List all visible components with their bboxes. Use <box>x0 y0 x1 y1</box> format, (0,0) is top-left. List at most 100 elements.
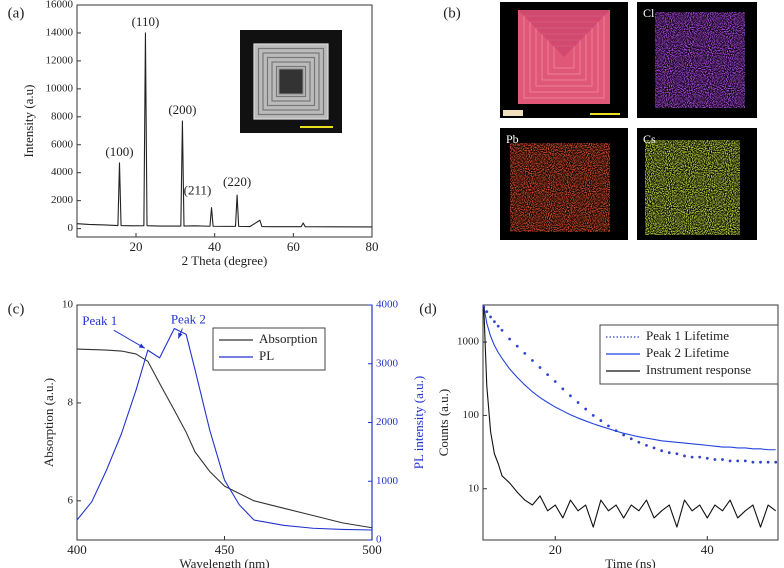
data-point <box>538 366 542 369</box>
y-tick-label: 8 <box>68 396 74 408</box>
data-point <box>485 310 489 314</box>
panel-label: (d) <box>419 301 437 317</box>
data-point <box>553 380 557 383</box>
data-point <box>531 359 534 362</box>
y-tick-label: 6 <box>68 494 74 506</box>
data-point <box>607 424 610 428</box>
data-point <box>667 451 671 455</box>
y-tick-label: 4000 <box>51 166 74 178</box>
x-tick-label: 20 <box>549 542 562 557</box>
y-tick-label: 2000 <box>51 194 74 206</box>
y2-tick-label: 3000 <box>376 357 399 369</box>
data-line <box>483 305 776 451</box>
data-point <box>660 449 664 453</box>
inset-pyramid-step <box>262 52 320 111</box>
data-point <box>774 460 778 464</box>
x-tick-label: 20 <box>130 239 143 254</box>
panel-label: (c) <box>8 301 25 317</box>
x-axis-label: Wavelength (nm) <box>179 556 269 568</box>
data-point <box>576 401 580 404</box>
data-point <box>637 440 641 444</box>
inset-center <box>278 68 304 95</box>
data-point <box>500 328 504 332</box>
annotation: Peak 1 <box>82 313 117 328</box>
data-point <box>496 324 500 328</box>
y2-tick-label: 2000 <box>376 416 399 428</box>
data-point <box>743 459 747 463</box>
data-point <box>508 337 512 341</box>
legend-box <box>212 327 326 371</box>
y-tick-label: 8000 <box>51 110 74 122</box>
x-tick-label: 40 <box>208 239 221 254</box>
inset-pyramid-step <box>266 56 316 107</box>
data-point <box>515 344 519 348</box>
data-point <box>736 459 740 463</box>
panel-label: (a) <box>8 5 25 21</box>
data-point <box>721 458 724 461</box>
data-point <box>690 455 694 459</box>
data-point <box>751 460 755 464</box>
data-point <box>546 373 550 376</box>
inset-pyramid-step <box>275 65 307 98</box>
data-line <box>76 32 373 228</box>
data-line <box>76 348 373 529</box>
data-point <box>493 320 496 324</box>
y2-tick-label: 4000 <box>376 299 399 311</box>
annotation: (100) <box>105 144 133 159</box>
inset-pyramid-step <box>271 61 311 102</box>
x-tick-label: 400 <box>67 542 87 557</box>
data-point <box>591 413 595 417</box>
legend-label: Absorption <box>259 331 318 346</box>
data-line <box>483 307 777 528</box>
annotation-arrow <box>113 329 146 349</box>
y-tick-label: 100 <box>463 409 480 421</box>
y-axis-label: Absorption (a.u.) <box>41 378 56 467</box>
panel-label: (b) <box>443 5 461 21</box>
data-point <box>698 455 702 459</box>
data-point <box>561 387 565 391</box>
y-axis-label: Counts (a.u.) <box>436 389 451 457</box>
map-label: Cl <box>643 6 655 20</box>
annotation: (110) <box>132 14 160 29</box>
legend-label: Peak 2 Lifetime <box>646 345 729 360</box>
data-point <box>645 443 648 447</box>
annotation: (211) <box>184 183 212 198</box>
y2-axis-label: PL intensity (a.u.) <box>411 376 426 469</box>
arrow-head <box>178 332 183 339</box>
map-label: Cs <box>643 132 656 146</box>
data-point <box>622 433 626 437</box>
data-point <box>584 407 588 411</box>
elemental-map <box>645 140 740 235</box>
y2-tick-label: 0 <box>376 534 382 546</box>
y-tick-label: 10 <box>62 299 74 311</box>
x-axis-label: Time (ns) <box>605 556 655 568</box>
x-tick-label: 500 <box>362 542 382 557</box>
y-tick-label: 1000 <box>457 336 480 348</box>
data-point <box>683 454 686 458</box>
map-label: Pb <box>506 132 519 146</box>
legend-label: Instrument response <box>646 362 751 377</box>
y2-tick-label: 1000 <box>376 475 399 487</box>
x-axis-label: 2 Theta (degree) <box>182 253 268 268</box>
y-tick-label: 16000 <box>46 0 74 11</box>
data-point <box>713 458 717 461</box>
data-point <box>728 459 732 463</box>
y-tick-label: 0 <box>68 222 74 234</box>
data-line <box>76 327 373 531</box>
data-point <box>766 460 770 464</box>
elemental-map <box>510 143 610 232</box>
data-point <box>675 452 679 456</box>
y-tick-label: 14000 <box>46 26 74 38</box>
x-tick-label: 80 <box>366 239 379 254</box>
data-point <box>629 437 633 441</box>
y-tick-label: 12000 <box>46 54 74 66</box>
data-point <box>705 456 709 460</box>
y-tick-label: 6000 <box>51 138 74 150</box>
data-point <box>759 460 762 464</box>
x-tick-label: 40 <box>701 542 714 557</box>
plot-frame <box>76 4 373 238</box>
annotation: Peak 2 <box>171 311 206 326</box>
plot-frame <box>482 304 779 541</box>
inset-pyramid-step <box>257 47 325 116</box>
